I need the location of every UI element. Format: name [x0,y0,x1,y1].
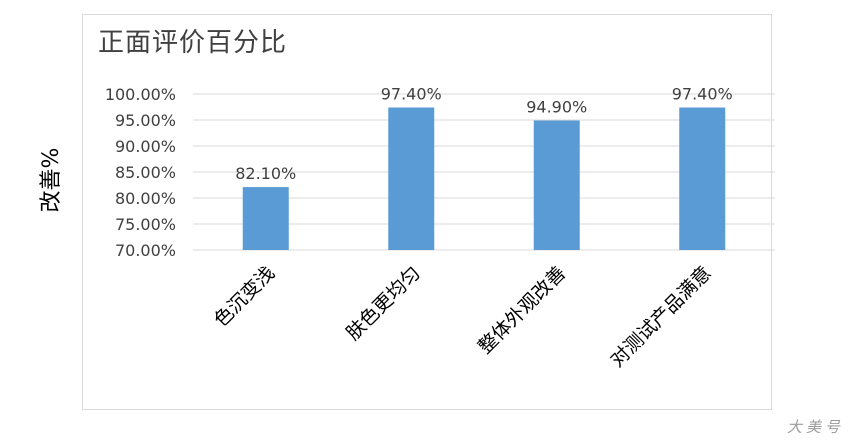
y-tick-label: 80.00% [115,189,176,208]
data-labels: 82.10% 97.40% 94.90% 97.40% [235,85,733,184]
x-category-label: 色沉变浅 [210,262,279,331]
bar [242,187,289,250]
x-category-label: 对测试产品满意 [606,262,716,372]
y-tick-label: 100.00% [105,85,176,104]
bar-data-label: 97.40% [381,85,442,104]
y-tick-label: 85.00% [115,163,176,182]
x-category-label: 整体外观改善 [474,262,570,358]
x-axis-categories: 色沉变浅 肤色更均匀 整体外观改善 对测试产品满意 [210,262,716,372]
bar [533,120,580,251]
gridlines [193,93,775,251]
bar [679,107,726,251]
bar-data-label: 82.10% [235,164,296,183]
chart-title: 正面评价百分比 [98,28,288,58]
bars [242,107,726,251]
x-category-label: 肤色更均匀 [342,262,425,345]
y-tick-label: 95.00% [115,111,176,130]
bar-data-label: 94.90% [526,98,587,117]
y-tick-label: 90.00% [115,137,176,156]
watermark-logo: 大美号 [786,418,844,436]
y-axis-ticks: 70.00% 75.00% 80.00% 85.00% 90.00% 95.00% 100.… [105,85,176,260]
y-tick-label: 70.00% [115,241,176,260]
y-tick-label: 75.00% [115,215,176,234]
bar [388,107,435,251]
bar-data-label: 97.40% [672,85,733,104]
